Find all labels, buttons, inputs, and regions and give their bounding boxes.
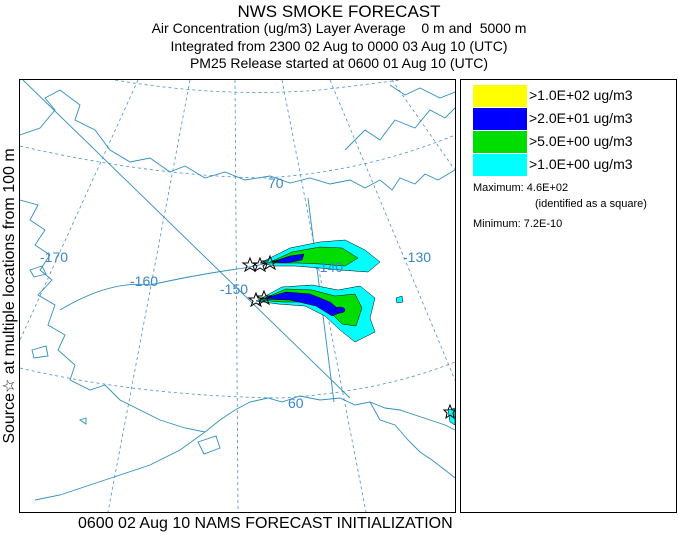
island-pribilof bbox=[78, 417, 87, 425]
lon-line-170 bbox=[20, 80, 139, 341]
source-markers bbox=[241, 254, 455, 420]
page-title: NWS SMOKE FORECAST bbox=[237, 2, 441, 21]
map-svg: -170 -160 -150 -140 -130 70 60 bbox=[20, 80, 455, 512]
subtitle-release: PM25 Release started at 0600 01 Aug 10 (… bbox=[189, 55, 489, 71]
island-nunivak bbox=[31, 345, 49, 359]
island-stlawrence bbox=[29, 265, 47, 278]
smoke-plume-south bbox=[255, 284, 376, 343]
lat-line-high bbox=[114, 80, 401, 93]
legend-swatch-green bbox=[473, 131, 527, 153]
lon-line-160 bbox=[107, 80, 191, 512]
bering-coastline bbox=[20, 199, 206, 433]
lat-label-60: 60 bbox=[288, 395, 304, 411]
island-kodiak bbox=[197, 435, 221, 455]
legend-swatch-blue bbox=[473, 108, 527, 130]
source-star bbox=[442, 403, 455, 420]
maximum-row: Maximum: 4.6E+02 bbox=[473, 182, 568, 194]
maximum-note: (identified as a square) bbox=[535, 198, 647, 210]
panhandle-coast bbox=[369, 401, 455, 479]
lon-label-130: -130 bbox=[403, 249, 431, 265]
smoke-plume-north bbox=[259, 239, 381, 273]
lon-label-150: -150 bbox=[220, 281, 248, 297]
lat-line-70 bbox=[20, 134, 455, 179]
lat-line-60 bbox=[20, 361, 455, 399]
minimum-label: Minimum: bbox=[473, 218, 521, 230]
arctic-islands bbox=[344, 107, 455, 151]
smoke-patch-east bbox=[395, 295, 404, 304]
lon-label-140: -140 bbox=[315, 259, 343, 275]
source-star bbox=[261, 254, 279, 271]
side-label-text: Source☆ at multiple locations from 100 m bbox=[1, 148, 18, 444]
side-label: Source☆ at multiple locations from 100 m bbox=[0, 79, 18, 513]
legend-label: >2.0E+01 ug/m3 bbox=[529, 110, 633, 126]
legend-label: >5.0E+00 ug/m3 bbox=[529, 133, 633, 149]
legend-panel: >1.0E+02 ug/m3 >2.0E+01 ug/m3 >5.0E+00 u… bbox=[460, 79, 677, 513]
lon-line-120 bbox=[391, 80, 455, 171]
lon-line-150 bbox=[234, 80, 239, 512]
minimum-value: 7.2E-10 bbox=[523, 218, 563, 230]
maximum-label: Maximum: bbox=[473, 182, 524, 194]
source-star bbox=[255, 289, 273, 306]
south-coastline bbox=[204, 395, 455, 433]
lon-label-160: -160 bbox=[130, 273, 158, 289]
minimum-row: Minimum: 7.2E-10 bbox=[473, 218, 562, 230]
lon-line-130 bbox=[329, 80, 455, 381]
legend-label: >1.0E+00 ug/m3 bbox=[529, 156, 633, 172]
arctic-coastline bbox=[20, 89, 455, 191]
maximum-value: 4.6E+02 bbox=[526, 182, 569, 194]
legend-swatch-yellow bbox=[473, 85, 527, 107]
footer-text: 0600 02 Aug 10 NAMS FORECAST INITIALIZAT… bbox=[78, 515, 453, 532]
lon-label-170: -170 bbox=[40, 249, 68, 265]
legend-label: >1.0E+02 ug/m3 bbox=[529, 87, 633, 103]
source-star bbox=[247, 291, 265, 308]
legend-item: >1.0E+00 ug/m3 bbox=[473, 154, 673, 176]
arctic-islands-2 bbox=[389, 84, 455, 99]
lat-label-70: 70 bbox=[268, 175, 284, 191]
legend-item: >2.0E+01 ug/m3 bbox=[473, 108, 673, 130]
map-panel[interactable]: -170 -160 -150 -140 -130 70 60 bbox=[19, 79, 456, 513]
border-line bbox=[22, 80, 351, 399]
legend-swatch-cyan bbox=[473, 154, 527, 176]
legend-item: >5.0E+00 ug/m3 bbox=[473, 131, 673, 153]
legend-item: >1.0E+02 ug/m3 bbox=[473, 85, 673, 107]
aleutian-chain bbox=[34, 431, 206, 501]
lon-line-140 bbox=[281, 80, 367, 512]
subtitle-integration: Integrated from 2300 02 Aug to 0000 03 A… bbox=[170, 38, 508, 54]
subtitle-concentration: Air Concentration (ug/m3) Layer Average … bbox=[151, 20, 527, 36]
